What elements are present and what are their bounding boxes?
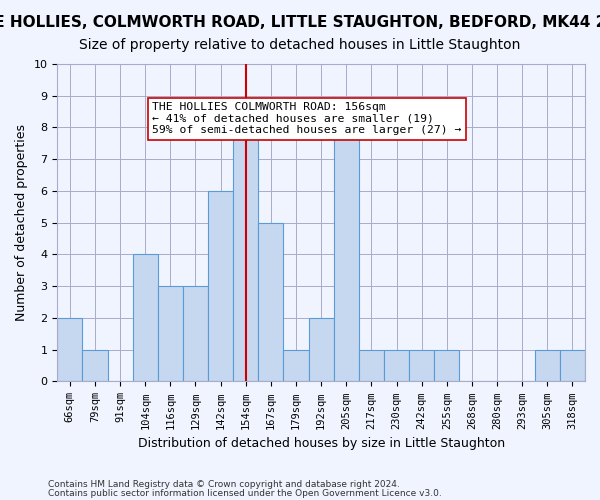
Bar	[208, 191, 233, 382]
Text: THE HOLLIES COLMWORTH ROAD: 156sqm
← 41% of detached houses are smaller (19)
59%: THE HOLLIES COLMWORTH ROAD: 156sqm ← 41%…	[152, 102, 461, 136]
Bar	[233, 128, 259, 382]
Bar	[82, 350, 107, 382]
Bar	[359, 350, 384, 382]
Text: THE HOLLIES, COLMWORTH ROAD, LITTLE STAUGHTON, BEDFORD, MK44 2BY: THE HOLLIES, COLMWORTH ROAD, LITTLE STAU…	[0, 15, 600, 30]
Bar	[259, 222, 283, 382]
Bar	[283, 350, 308, 382]
Bar	[434, 350, 460, 382]
Text: Contains HM Land Registry data © Crown copyright and database right 2024.: Contains HM Land Registry data © Crown c…	[48, 480, 400, 489]
Bar	[183, 286, 208, 382]
Bar	[57, 318, 82, 382]
Bar	[308, 318, 334, 382]
Bar	[560, 350, 585, 382]
Bar	[535, 350, 560, 382]
Bar	[384, 350, 409, 382]
Text: Contains public sector information licensed under the Open Government Licence v3: Contains public sector information licen…	[48, 488, 442, 498]
Text: Size of property relative to detached houses in Little Staughton: Size of property relative to detached ho…	[79, 38, 521, 52]
Bar	[409, 350, 434, 382]
Bar	[158, 286, 183, 382]
Y-axis label: Number of detached properties: Number of detached properties	[15, 124, 28, 321]
X-axis label: Distribution of detached houses by size in Little Staughton: Distribution of detached houses by size …	[137, 437, 505, 450]
Bar	[334, 128, 359, 382]
Bar	[133, 254, 158, 382]
